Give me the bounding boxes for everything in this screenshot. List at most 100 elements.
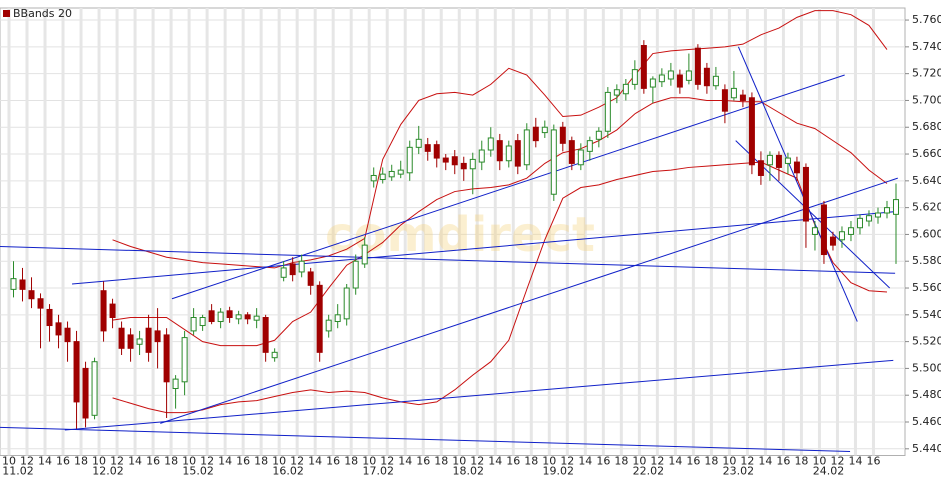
candle-body: [505, 145, 512, 162]
band-middle: [112, 97, 888, 347]
x-tick-label: 12: [110, 455, 124, 468]
candle-body: [694, 47, 701, 85]
trend-line: [64, 359, 894, 431]
candle-body: [559, 126, 566, 144]
x-tick-label: 16: [776, 455, 790, 468]
candle-body: [397, 169, 404, 175]
candle-body: [604, 91, 611, 132]
candle-body: [370, 174, 377, 182]
candles: [10, 40, 899, 429]
candle-body: [37, 298, 44, 309]
candle-body: [478, 149, 485, 163]
candle-body: [55, 322, 62, 336]
x-tick-label: 14: [668, 455, 682, 468]
candle-body: [631, 69, 638, 85]
band-upper: [112, 10, 888, 269]
candle-body: [730, 87, 737, 99]
candle-body: [856, 217, 863, 229]
candle-body: [712, 75, 719, 87]
candle-body: [334, 314, 341, 323]
candle-body: [577, 149, 584, 166]
candle-body: [658, 74, 665, 83]
candle-body: [46, 308, 53, 327]
x-tick-label: 12: [470, 455, 484, 468]
candle-body: [865, 215, 872, 222]
x-tick-label: 18: [794, 455, 808, 468]
y-tick-label: 5.620: [912, 201, 941, 214]
candle-body: [388, 170, 395, 178]
candle-body: [244, 314, 251, 320]
candle-body: [226, 310, 233, 318]
candle-body: [649, 78, 656, 88]
x-tick-label: 18: [704, 455, 718, 468]
candle-body: [145, 327, 152, 353]
candle-body: [784, 157, 791, 164]
date-label: 11.02: [2, 465, 34, 477]
x-tick-label: 18: [434, 455, 448, 468]
candle-body: [10, 278, 17, 290]
candle-body: [829, 236, 836, 246]
x-tick-label: 10: [452, 455, 466, 468]
candle-body: [307, 271, 314, 286]
candle-body: [775, 154, 782, 168]
x-tick-label: 10: [812, 455, 826, 468]
candle-body: [352, 260, 359, 289]
candle-body: [361, 244, 368, 265]
y-tick-label: 5.680: [912, 120, 941, 133]
candle-body: [406, 146, 413, 174]
y-tick-label: 5.600: [912, 227, 941, 240]
candle-body: [235, 314, 242, 320]
x-tick-label: 10: [2, 455, 16, 468]
x-tick-label: 10: [92, 455, 106, 468]
x-tick-label: 10: [542, 455, 556, 468]
candle-body: [109, 303, 116, 318]
x-tick-label: 10: [722, 455, 736, 468]
date-label: 22.02: [633, 465, 665, 477]
candle-body: [460, 162, 467, 170]
y-tick-label: 5.460: [912, 415, 941, 428]
candle-body: [793, 161, 800, 174]
candle-body: [676, 74, 683, 88]
x-tick-label: 16: [866, 455, 880, 468]
date-label: 18.02: [453, 465, 485, 477]
candle-body: [883, 207, 890, 214]
candle-body: [325, 319, 332, 332]
date-label: 24.02: [813, 465, 845, 477]
x-tick-label: 10: [272, 455, 286, 468]
candle-body: [118, 327, 125, 349]
candle-body: [496, 140, 503, 162]
candle-body: [280, 267, 287, 278]
y-tick-label: 5.720: [912, 67, 941, 80]
x-tick-label: 16: [686, 455, 700, 468]
candle-body: [532, 126, 539, 142]
candle-body: [541, 126, 548, 134]
candle-body: [379, 173, 386, 180]
candle-body: [568, 140, 575, 164]
candle-body: [685, 70, 692, 81]
y-tick-label: 5.480: [912, 388, 941, 401]
candle-body: [703, 67, 710, 87]
y-tick-label: 5.660: [912, 147, 941, 160]
candle-body: [343, 287, 350, 320]
candle-body: [316, 284, 323, 353]
candle-body: [622, 83, 629, 95]
candle-body: [469, 158, 476, 170]
candle-body: [64, 327, 71, 343]
candle-body: [442, 157, 449, 163]
y-tick-label: 5.740: [912, 40, 941, 53]
x-tick-label: 12: [740, 455, 754, 468]
x-tick-label: 12: [20, 455, 34, 468]
candle-body: [424, 144, 431, 152]
candle-body: [892, 199, 899, 215]
x-tick-label: 16: [326, 455, 340, 468]
y-tick-label: 5.520: [912, 335, 941, 348]
x-tick-label: 16: [146, 455, 160, 468]
x-tick-label: 12: [200, 455, 214, 468]
x-tick-label: 18: [254, 455, 268, 468]
x-tick-label: 18: [74, 455, 88, 468]
axes: 5.440 5.460 5.480 5.500 5.520 5.540 5.560 5.580…: [2, 13, 941, 477]
candle-body: [874, 212, 881, 218]
y-tick-label: 5.700: [912, 93, 941, 106]
candle-body: [586, 140, 593, 152]
